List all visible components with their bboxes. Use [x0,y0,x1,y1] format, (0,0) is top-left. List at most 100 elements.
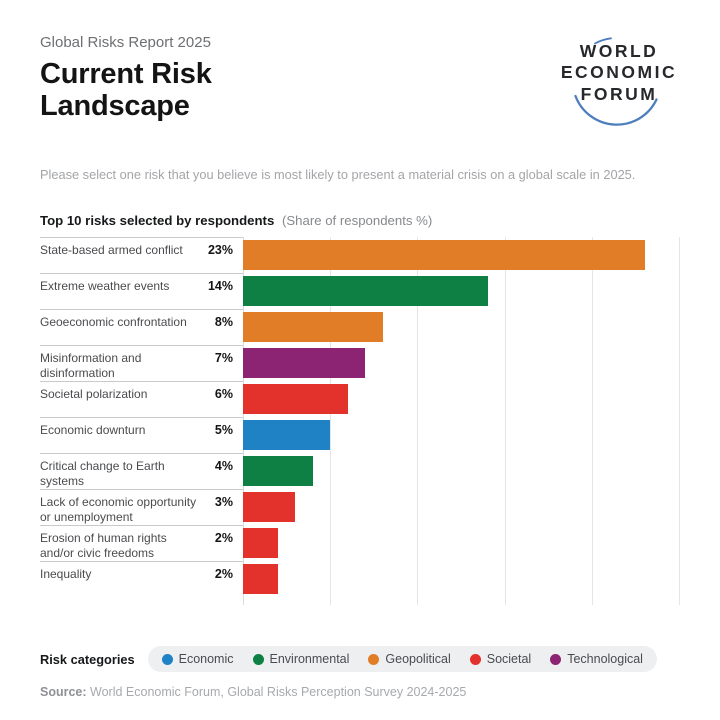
category-dot-icon [368,653,380,665]
source-text: World Economic Forum, Global Risks Perce… [86,685,467,699]
legend-item: Geopolitical [368,652,451,666]
table-row: Extreme weather events 14% [40,273,680,309]
gridline [591,237,593,605]
risk-percent: 23% [207,243,233,257]
row-label-column: Lack of economic opportunity or unemploy… [40,489,243,525]
row-bar-column [243,381,680,417]
row-label-column: Geoeconomic confrontation 8% [40,309,243,345]
gridline [330,237,332,605]
table-row: Misinformation and disinformation 7% [40,345,680,381]
legend-item-label: Environmental [269,652,350,666]
row-bar-column [243,345,680,381]
wef-logo: WORLD ECONOMIC FORUM [552,36,686,140]
row-label-column: Erosion of human rights and/or civic fre… [40,525,243,561]
risk-label: Societal polarization [40,387,148,401]
risk-label: Misinformation and disinformation [40,351,142,380]
risk-percent: 7% [214,351,233,365]
risk-label: State-based armed conflict [40,243,183,257]
risk-bar [243,312,383,342]
table-row: Critical change to Earth systems 4% [40,453,680,489]
chart-heading: Top 10 risks selected by respondents (Sh… [40,213,680,228]
risk-label: Lack of economic opportunity or unemploy… [40,495,197,524]
row-bar-column [243,273,680,309]
risk-percent: 2% [214,567,233,581]
page-title-line2: Landscape [40,90,190,123]
row-label-column: Critical change to Earth systems 4% [40,453,243,489]
source-line: Source: World Economic Forum, Global Ris… [40,685,680,699]
risk-percent: 3% [214,495,233,509]
risk-bar [243,492,296,522]
legend-title: Risk categories [40,651,135,667]
category-dot-icon [161,653,173,665]
risk-percent: 14% [207,279,233,293]
table-row: Erosion of human rights and/or civic fre… [40,525,680,561]
row-label-column: Societal polarization 6% [40,381,243,417]
row-bar-column [243,453,680,489]
row-label-column: Misinformation and disinformation 7% [40,345,243,381]
table-row: Lack of economic opportunity or unemploy… [40,489,680,525]
page-title: Current Risk Landscape [40,58,212,123]
risk-percent: 6% [214,387,233,401]
wef-logo-text: WORLD ECONOMIC FORUM [552,36,686,105]
risk-percent: 5% [214,423,233,437]
row-bar-column [243,417,680,453]
gridline [679,237,680,605]
risk-bar [243,456,313,486]
table-row: State-based armed conflict 23% [40,237,680,273]
survey-question: Please select one risk that you believe … [40,167,636,182]
wef-logo-line2: ECONOMIC [560,62,678,83]
report-eyebrow: Global Risks Report 2025 [40,34,211,51]
legend-item: Economic [161,652,234,666]
legend-item-label: Technological [567,652,643,666]
header-text: Global Risks Report 2025 Current Risk La… [40,34,212,123]
risk-bar [243,528,278,558]
gridline [504,237,506,605]
chart-heading-note: (Share of respondents %) [281,213,433,228]
gridline [417,237,419,605]
row-bar-column [243,489,680,525]
report-page: Global Risks Report 2025 Current Risk La… [40,34,686,699]
row-bar-column [243,309,680,345]
risk-bar [243,348,366,378]
wef-logo-line1: WORLD [579,41,659,61]
category-dot-icon [469,653,481,665]
wef-logo-line3: FORUM [580,83,658,104]
table-row: Geoeconomic confrontation 8% [40,309,680,345]
legend-item-label: Societal [486,652,532,666]
row-bar-column [243,525,680,561]
table-row: Inequality 2% [40,561,680,597]
row-bar-column [243,237,680,273]
risk-bar [243,240,646,270]
legend-item: Technological [550,652,643,666]
legend: Risk categories Economic Environmental G… [40,646,680,672]
category-dot-icon [252,653,264,665]
risk-label: Geoeconomic confrontation [40,315,187,329]
legend-item: Environmental [252,652,350,666]
risk-bar [243,564,278,594]
table-row: Societal polarization 6% [40,381,680,417]
risk-bar [243,384,348,414]
wef-logo-arc-icon [574,37,658,126]
legend-item: Societal [469,652,532,666]
risk-bar [243,420,331,450]
risk-label: Extreme weather events [40,279,170,293]
bar-chart: State-based armed conflict 23% Extreme w… [40,237,680,605]
risk-bar [243,276,488,306]
chart-rows: State-based armed conflict 23% Extreme w… [40,237,680,597]
row-label-column: Inequality 2% [40,561,243,597]
row-bar-column [243,561,680,597]
category-dot-icon [550,653,562,665]
risk-label: Erosion of human rights and/or civic fre… [40,531,167,560]
row-label-column: State-based armed conflict 23% [40,237,243,273]
chart-heading-title: Top 10 risks selected by respondents [40,213,275,228]
row-label-column: Economic downturn 5% [40,417,243,453]
source-label: Source: [40,685,87,699]
page-title-line1: Current Risk [40,58,212,90]
risk-percent: 4% [214,459,233,473]
legend-pill: Economic Environmental Geopolitical Soci… [147,646,657,672]
legend-item-label: Geopolitical [385,652,451,666]
row-label-column: Extreme weather events 14% [40,273,243,309]
risk-label: Economic downturn [40,423,146,437]
risk-label: Inequality [40,567,92,581]
table-row: Economic downturn 5% [40,417,680,453]
